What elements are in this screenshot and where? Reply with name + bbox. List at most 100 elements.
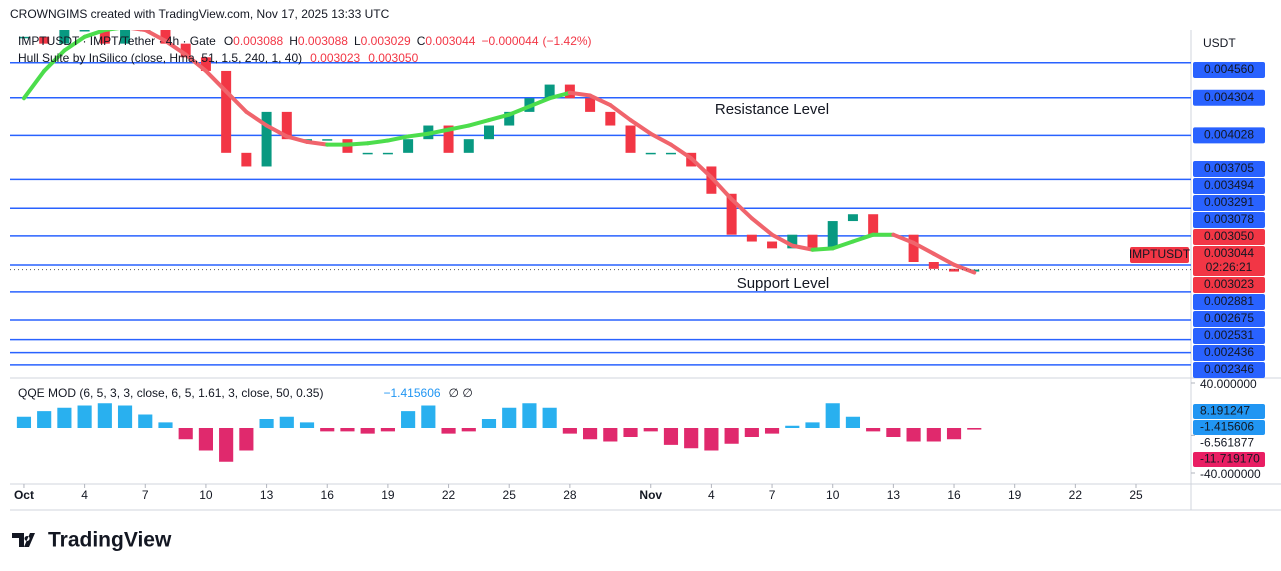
price-label-box xyxy=(1193,212,1265,228)
ohlc-key: C xyxy=(417,34,426,48)
candle xyxy=(261,111,272,167)
qqe-bar xyxy=(461,428,476,432)
qqe-bar xyxy=(623,428,638,437)
ohlc-key: O xyxy=(224,34,233,48)
price-label: 0.002881 xyxy=(1204,294,1254,308)
hull-segment xyxy=(770,232,795,248)
price-label-box xyxy=(1193,294,1265,310)
qqe-bar xyxy=(37,411,52,428)
hull-segment xyxy=(406,131,431,139)
hull-segment xyxy=(203,68,229,94)
hull-segment xyxy=(183,52,208,73)
ohlc-value: 0.003029 xyxy=(361,34,411,48)
price-label-box xyxy=(1193,195,1265,211)
qqe-bar xyxy=(967,428,982,430)
qqe-bar xyxy=(643,428,658,432)
qqe-axis-label: -6.561877 xyxy=(1200,436,1254,450)
qqe-axis-label: 40.000000 xyxy=(1200,377,1257,391)
price-label-box xyxy=(1193,328,1265,344)
hull-segment xyxy=(648,131,673,147)
qqe-value: −1.415606 xyxy=(383,386,440,400)
hull-segment xyxy=(931,251,957,267)
x-tick-label: Nov xyxy=(639,488,662,502)
indicator-value: 0.003050 xyxy=(368,51,418,65)
hull-segment xyxy=(850,232,876,244)
price-label-box xyxy=(1193,62,1265,78)
x-tick-label: 10 xyxy=(826,488,840,502)
hull-segment xyxy=(567,90,593,98)
qqe-bar xyxy=(340,428,355,432)
qqe-bar xyxy=(219,428,234,462)
qqe-bar xyxy=(522,403,537,428)
candle xyxy=(807,234,818,249)
candle xyxy=(18,36,29,39)
qqe-bar xyxy=(380,428,395,432)
candle xyxy=(483,125,494,140)
hull-segment xyxy=(21,68,47,101)
qqe-bar xyxy=(845,416,861,428)
indicator-legend: Hull Suite by InSilico (close, Hma, 51, … xyxy=(18,51,419,65)
price-label: 0.004560 xyxy=(1204,62,1254,76)
x-tick-label: 13 xyxy=(887,488,901,502)
price-label-box xyxy=(1193,161,1265,177)
candle xyxy=(665,152,676,155)
qqe-bar xyxy=(138,414,153,428)
candle xyxy=(200,57,211,71)
candle xyxy=(463,139,474,153)
attribution: CROWNGIMS created with TradingView.com, … xyxy=(10,7,390,21)
candle xyxy=(908,234,919,262)
qqe-bar xyxy=(562,428,577,434)
qqe-label-box xyxy=(1193,404,1265,419)
hull-segment xyxy=(547,90,572,101)
candle xyxy=(746,234,757,242)
ohlc-key: L xyxy=(354,34,361,48)
qqe-flags: ∅ ∅ xyxy=(449,386,473,400)
x-tick-label: 28 xyxy=(563,488,577,502)
hull-segment xyxy=(911,240,936,256)
qqe-bar xyxy=(299,422,315,428)
candle xyxy=(827,221,838,249)
candle xyxy=(322,139,333,141)
qqe-bar xyxy=(542,407,557,428)
ohlc-value: 0.003044 xyxy=(425,34,475,48)
x-tick-label: 16 xyxy=(321,488,335,502)
candle xyxy=(585,98,596,112)
hull-segment xyxy=(446,123,471,132)
qqe-bar xyxy=(744,428,759,437)
qqe-axis-label: -40.000000 xyxy=(1200,467,1261,481)
candle xyxy=(221,70,232,153)
symbol: IMPTUSDT · IMPT/Tether · 4h · Gate xyxy=(18,34,216,48)
hull-segment xyxy=(42,48,67,73)
qqe-bar xyxy=(764,428,780,434)
candle xyxy=(180,43,191,58)
candle xyxy=(767,241,778,249)
qqe-axis-label: 8.191247 xyxy=(1200,404,1250,418)
price-label: 0.002531 xyxy=(1204,328,1254,342)
candle xyxy=(605,111,616,126)
hull-segment xyxy=(810,246,835,252)
hull-segment xyxy=(891,232,916,245)
x-tick-label: 13 xyxy=(260,488,274,502)
hull-segment xyxy=(790,243,815,252)
qqe-bar xyxy=(906,428,921,442)
price-label: 0.002346 xyxy=(1204,362,1254,376)
qqe-bar xyxy=(583,428,598,440)
indicator-name: Hull Suite by InSilico (close, Hma, 51, … xyxy=(18,51,302,65)
annotation: Resistance Level xyxy=(715,101,829,118)
candle xyxy=(443,125,454,153)
countdown: 02:26:21 xyxy=(1206,260,1253,274)
candle xyxy=(120,30,131,44)
symbol-tag-box xyxy=(1130,247,1189,263)
hull-segment xyxy=(628,118,653,136)
qqe-bar xyxy=(684,428,699,449)
qqe-bar xyxy=(77,405,92,428)
price-label: 0.003050 xyxy=(1204,229,1254,243)
hull-segment xyxy=(143,30,168,43)
hull-segment xyxy=(264,123,289,139)
hull-segment xyxy=(588,93,613,108)
qqe-bar xyxy=(16,416,32,428)
hull-segment xyxy=(486,112,512,123)
qqe-label-box xyxy=(1193,452,1265,467)
candle xyxy=(544,84,555,99)
